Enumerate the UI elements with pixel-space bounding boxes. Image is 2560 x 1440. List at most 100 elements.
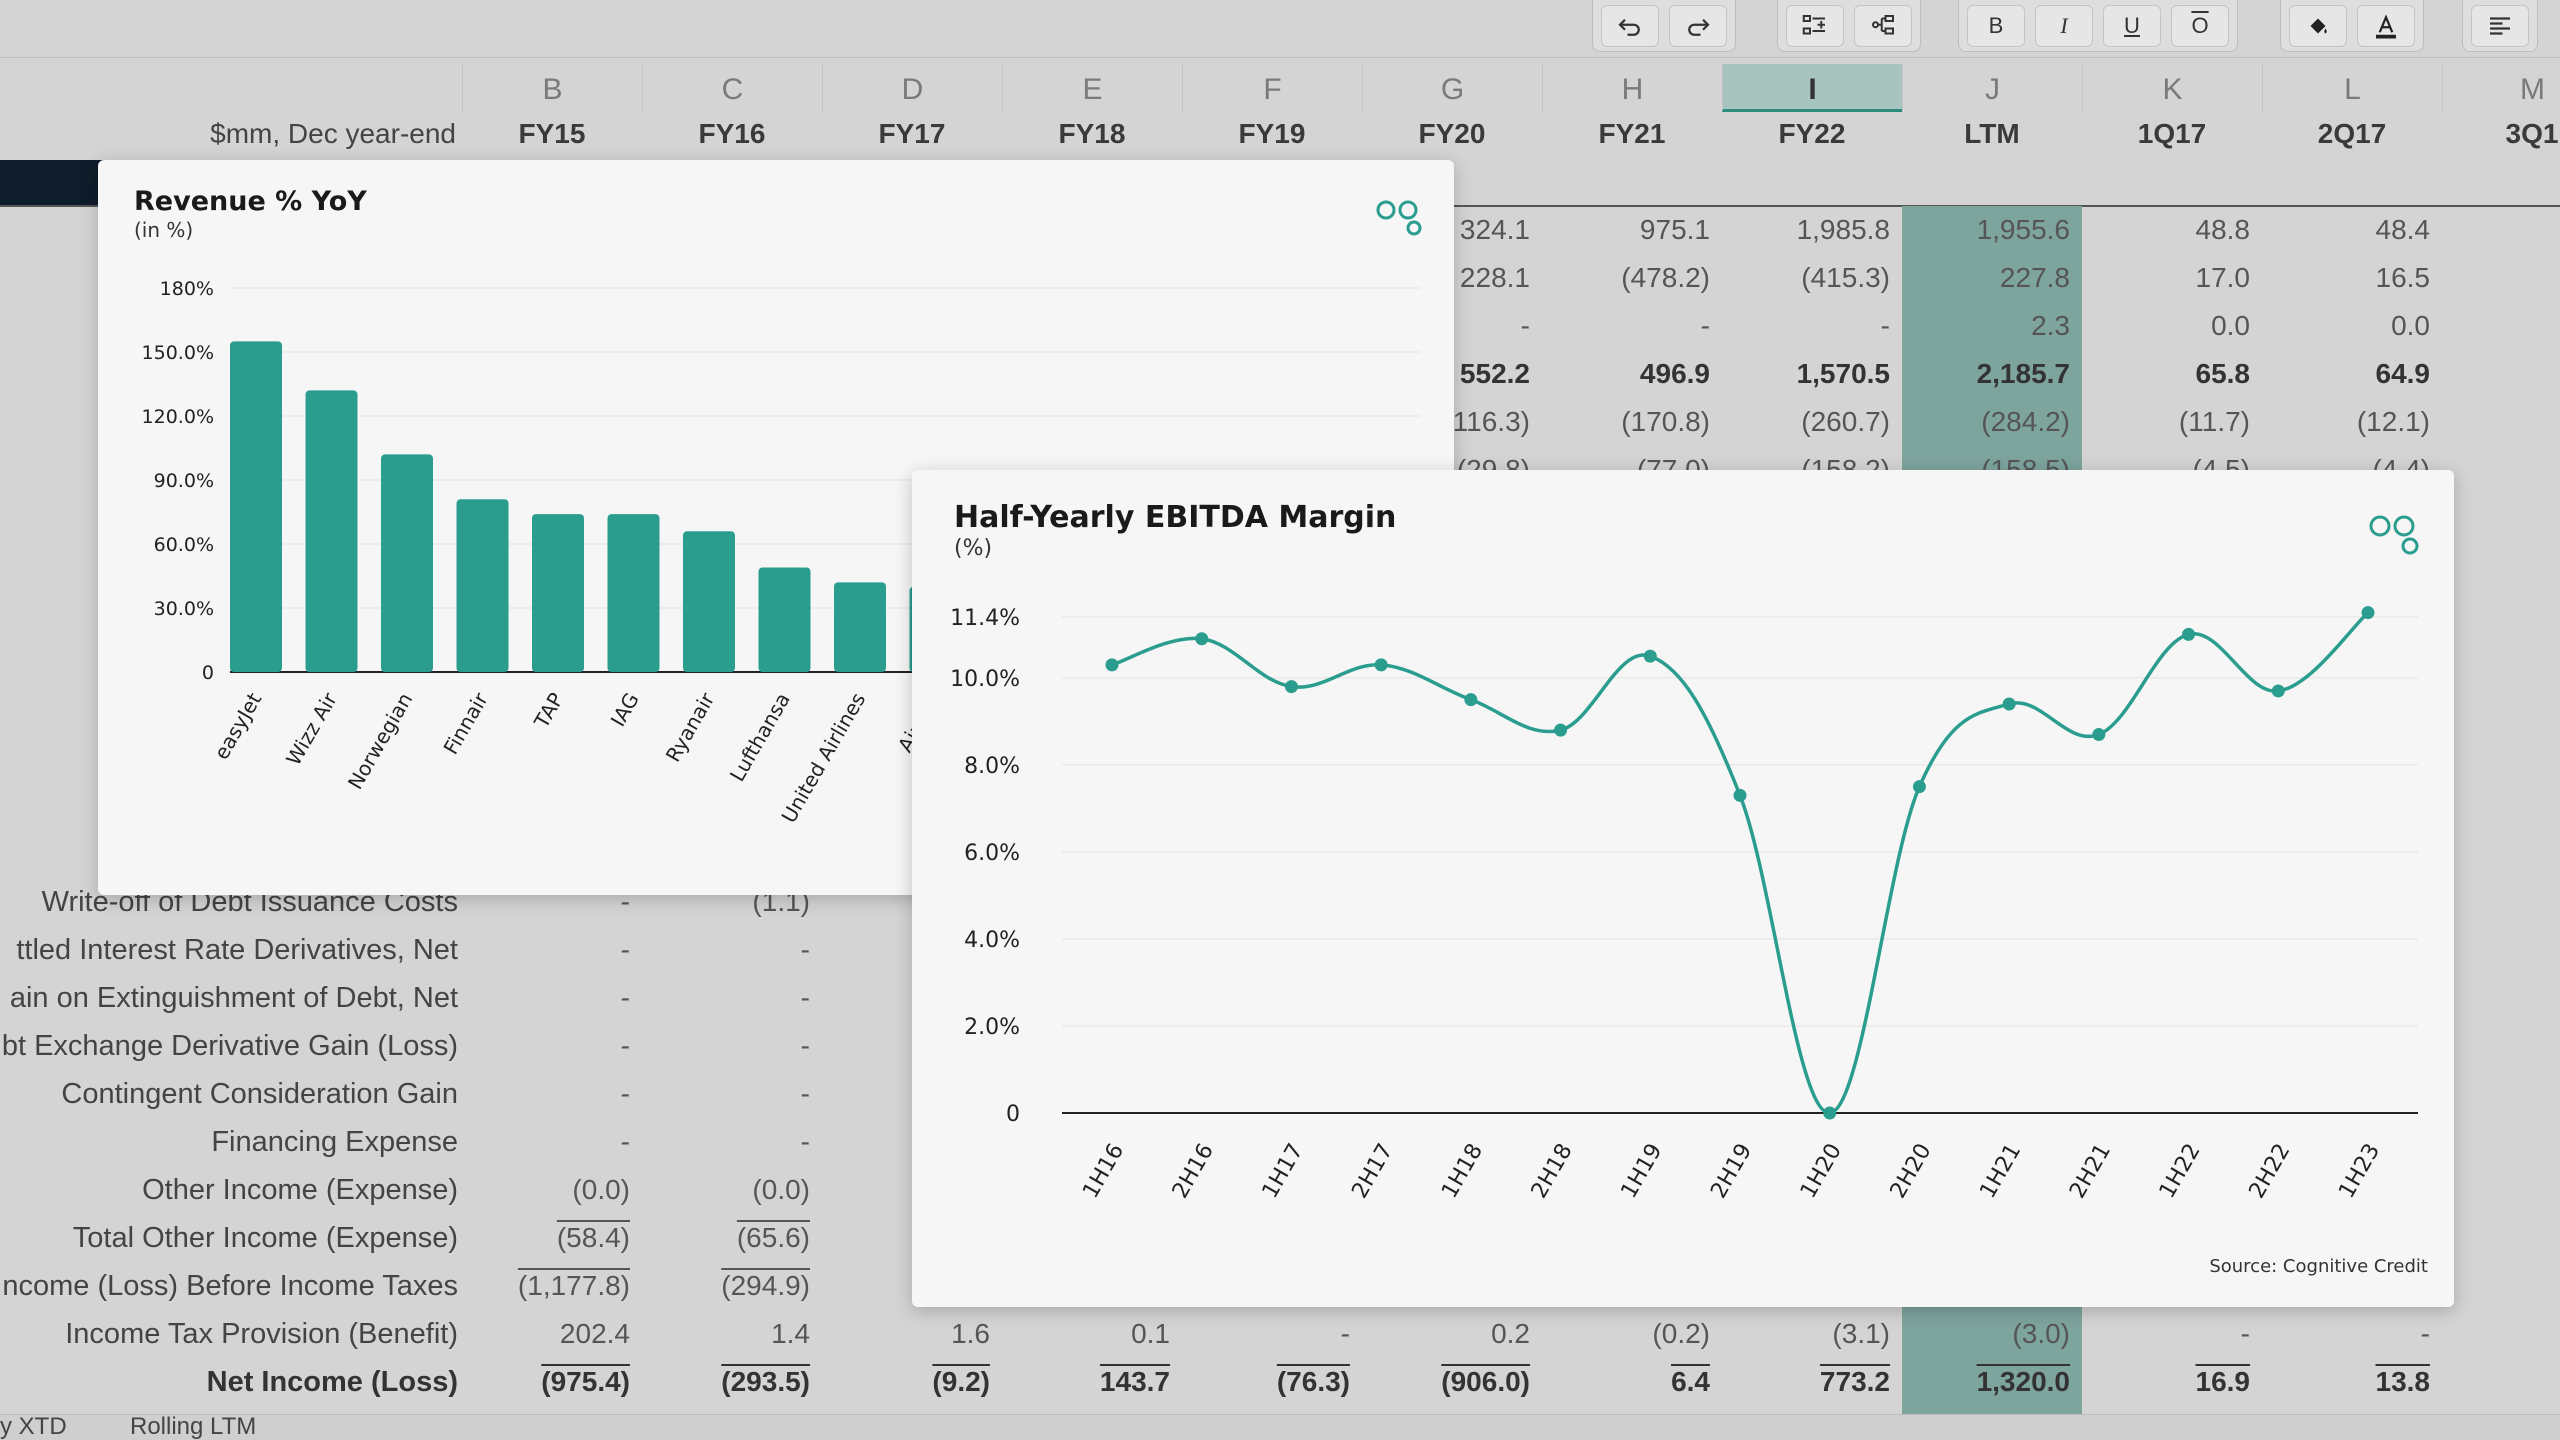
table-cell[interactable]: 552.2: [1459, 358, 1530, 389]
table-cell[interactable]: 1,955.6: [1976, 214, 2070, 245]
column-letter-i[interactable]: I: [1722, 64, 1902, 112]
table-cell[interactable]: 228.1: [1459, 262, 1530, 293]
table-cell[interactable]: -: [620, 934, 630, 965]
italic-button[interactable]: I: [2035, 4, 2093, 47]
tab-rolling-ltm[interactable]: Rolling LTM: [130, 1413, 257, 1440]
table-cell[interactable]: 1.6: [951, 1318, 990, 1349]
column-letter-d[interactable]: D: [822, 64, 1002, 112]
table-cell[interactable]: 0.0: [2391, 310, 2430, 341]
table-cell[interactable]: 16.5: [2375, 262, 2431, 293]
table-cell[interactable]: (1,177.8): [517, 1270, 630, 1301]
table-cell[interactable]: (9.2): [932, 1366, 990, 1397]
table-cell[interactable]: 227.8: [1999, 262, 2070, 293]
table-cell[interactable]: (4: [2442, 686, 2560, 734]
table-cell[interactable]: (415.3): [1801, 262, 1890, 293]
table-cell[interactable]: -: [800, 1030, 810, 1061]
link-nodes-icon[interactable]: [2368, 510, 2422, 556]
table-cell[interactable]: 65.8: [2195, 358, 2251, 389]
table-cell[interactable]: (906.0): [1441, 1366, 1530, 1397]
ebitda-chart-panel[interactable]: Half-Yearly EBITDA Margin (%) 0 2.0% 4.0% 6…: [912, 470, 2454, 1307]
ungroup-rows-button[interactable]: [1854, 4, 1912, 47]
table-cell[interactable]: (0.0): [752, 1174, 810, 1205]
table-cell[interactable]: (284.2): [1981, 406, 2070, 437]
tab-xtd[interactable]: y XTD: [0, 1413, 67, 1440]
table-cell[interactable]: (293.5): [721, 1366, 810, 1397]
undo-button[interactable]: [1601, 4, 1659, 47]
table-cell[interactable]: 324.1: [1459, 214, 1530, 245]
column-letter-c[interactable]: C: [642, 64, 822, 112]
table-cell[interactable]: (65.6): [736, 1222, 810, 1253]
column-letter-b[interactable]: B: [462, 64, 642, 112]
table-cell[interactable]: (1: [2442, 1358, 2560, 1406]
table-cell[interactable]: (0.0): [572, 1174, 630, 1205]
table-cell[interactable]: 116.3): [1452, 406, 1530, 437]
table-cell[interactable]: 4: [2442, 350, 2560, 398]
table-cell[interactable]: 0.1: [1131, 1318, 1170, 1349]
underline-button[interactable]: U: [2103, 4, 2161, 47]
table-cell[interactable]: 17.0: [2195, 262, 2251, 293]
table-cell[interactable]: -: [620, 1078, 630, 1109]
table-cell[interactable]: (294.9): [721, 1270, 810, 1301]
table-cell[interactable]: -: [620, 1126, 630, 1157]
redo-button[interactable]: [1669, 4, 1727, 47]
link-nodes-icon[interactable]: [1376, 196, 1424, 236]
table-cell[interactable]: 16.9: [2195, 1366, 2251, 1397]
table-cell[interactable]: (12.1): [2356, 406, 2430, 437]
column-letter-m[interactable]: M: [2442, 64, 2560, 112]
table-cell[interactable]: (0.2): [1652, 1318, 1710, 1349]
table-cell[interactable]: -: [1520, 310, 1530, 341]
table-cell[interactable]: 6.4: [1671, 1366, 1710, 1397]
align-left-button[interactable]: [2471, 4, 2529, 47]
fill-color-button[interactable]: [2289, 4, 2347, 47]
table-cell[interactable]: -: [2240, 1318, 2250, 1349]
table-cell[interactable]: 48.4: [2375, 214, 2431, 245]
overline-button[interactable]: O: [2171, 4, 2229, 47]
table-cell[interactable]: (170.8): [1621, 406, 1710, 437]
table-cell[interactable]: 0.0: [2211, 310, 2250, 341]
table-cell[interactable]: (975.4): [541, 1366, 630, 1397]
table-cell[interactable]: 48.8: [2195, 214, 2251, 245]
table-cell[interactable]: (3.1): [1832, 1318, 1890, 1349]
group-rows-button[interactable]: [1786, 4, 1844, 47]
table-cell[interactable]: 773.2: [1819, 1366, 1890, 1397]
table-cell[interactable]: 5: [2442, 206, 2560, 254]
table-cell[interactable]: (1: [2442, 398, 2560, 446]
table-cell[interactable]: 1,320.0: [1976, 1366, 2070, 1397]
table-cell[interactable]: 975.1: [1639, 214, 1710, 245]
table-cell[interactable]: -: [800, 982, 810, 1013]
table-cell[interactable]: 2,185.7: [1976, 358, 2070, 389]
table-cell[interactable]: 0.2: [1491, 1318, 1530, 1349]
column-letter-e[interactable]: E: [1002, 64, 1182, 112]
column-letter-h[interactable]: H: [1542, 64, 1722, 112]
column-letter-g[interactable]: G: [1362, 64, 1542, 112]
table-cell[interactable]: -: [620, 1030, 630, 1061]
table-cell[interactable]: 1,570.5: [1796, 358, 1890, 389]
table-cell[interactable]: 1.4: [771, 1318, 810, 1349]
table-cell[interactable]: (3.0): [2012, 1318, 2070, 1349]
table-cell[interactable]: -: [800, 1078, 810, 1109]
table-cell[interactable]: (478.2): [1621, 262, 1710, 293]
column-letter-j[interactable]: J: [1902, 64, 2082, 112]
column-letter-f[interactable]: F: [1182, 64, 1362, 112]
table-cell[interactable]: 2.3: [2031, 310, 2070, 341]
font-color-button[interactable]: [2357, 4, 2415, 47]
column-letter-l[interactable]: L: [2262, 64, 2442, 112]
table-cell[interactable]: 64.9: [2375, 358, 2431, 389]
table-cell[interactable]: -: [620, 982, 630, 1013]
table-cell[interactable]: (1: [2442, 782, 2560, 830]
table-cell[interactable]: (58.4): [556, 1222, 630, 1253]
table-cell[interactable]: (260.7): [1801, 406, 1890, 437]
table-cell[interactable]: -: [2420, 1318, 2430, 1349]
table-cell[interactable]: (76.3): [1276, 1366, 1350, 1397]
table-cell[interactable]: 1,985.8: [1796, 214, 1890, 245]
bold-button[interactable]: B: [1967, 4, 2025, 47]
table-cell[interactable]: (: [2442, 254, 2560, 302]
table-cell[interactable]: -: [620, 886, 630, 917]
table-cell[interactable]: -: [800, 934, 810, 965]
column-letter-k[interactable]: K: [2082, 64, 2262, 112]
table-cell[interactable]: -: [1700, 310, 1710, 341]
table-cell[interactable]: (1: [2442, 542, 2560, 590]
table-cell[interactable]: 13.8: [2375, 1366, 2431, 1397]
table-cell[interactable]: -: [1880, 310, 1890, 341]
table-cell[interactable]: -: [800, 1126, 810, 1157]
